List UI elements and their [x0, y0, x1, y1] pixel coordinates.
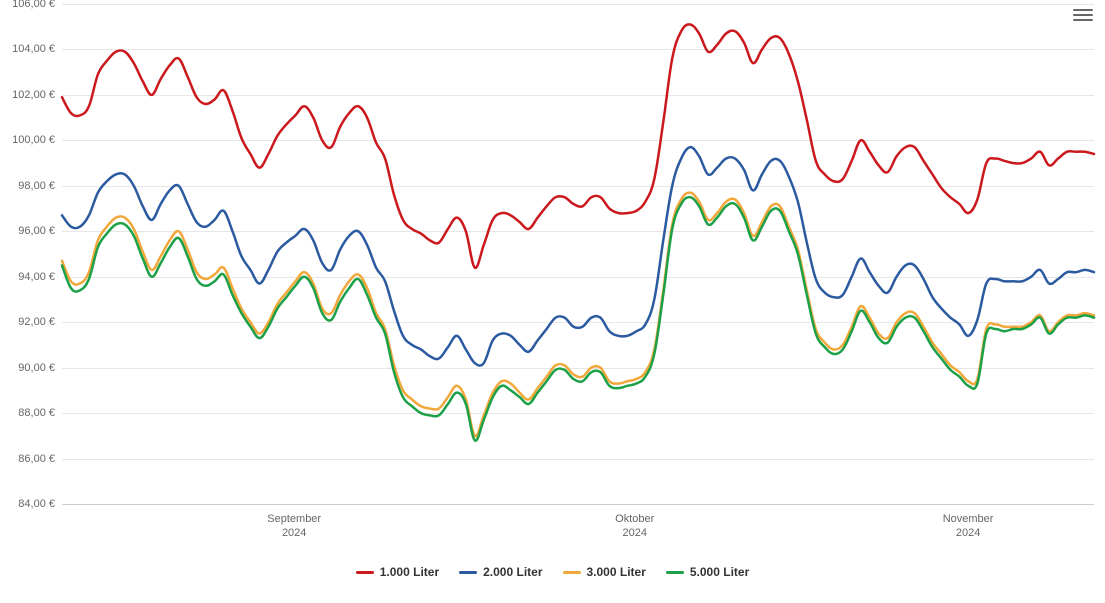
- y-tick-label: 92,00 €: [5, 316, 55, 328]
- series-l5000: [62, 197, 1094, 441]
- y-tick-label: 96,00 €: [5, 225, 55, 237]
- legend: 1.000 Liter 2.000 Liter 3.000 Liter 5.000 L…: [0, 563, 1105, 580]
- legend-label: 5.000 Liter: [690, 565, 749, 579]
- legend-item-l5000[interactable]: 5.000 Liter: [666, 565, 749, 579]
- legend-item-l1000[interactable]: 1.000 Liter: [356, 565, 439, 579]
- y-tick-label: 102,00 €: [5, 89, 55, 101]
- legend-swatch: [356, 571, 374, 574]
- x-tick-label: September 2024: [267, 512, 321, 541]
- y-tick-label: 100,00 €: [5, 134, 55, 146]
- series-l3000: [62, 193, 1094, 437]
- legend-label: 3.000 Liter: [587, 565, 646, 579]
- legend-label: 2.000 Liter: [483, 565, 542, 579]
- legend-swatch: [459, 571, 477, 574]
- y-tick-label: 104,00 €: [5, 43, 55, 55]
- legend-swatch: [666, 571, 684, 574]
- x-tick-label: November 2024: [943, 512, 994, 541]
- legend-swatch: [563, 571, 581, 574]
- y-tick-label: 84,00 €: [5, 498, 55, 510]
- chart-lines: [62, 4, 1094, 504]
- price-chart: 84,00 € 86,00 € 88,00 € 90,00 € 92,00 € 94,00…: [0, 0, 1105, 603]
- x-tick-label: Oktober 2024: [615, 512, 654, 541]
- series-l1000: [62, 24, 1094, 268]
- legend-item-l3000[interactable]: 3.000 Liter: [563, 565, 646, 579]
- y-tick-label: 86,00 €: [5, 453, 55, 465]
- y-tick-label: 94,00 €: [5, 271, 55, 283]
- plot-area: [62, 4, 1094, 504]
- y-tick-label: 90,00 €: [5, 362, 55, 374]
- y-tick-label: 98,00 €: [5, 180, 55, 192]
- legend-item-l2000[interactable]: 2.000 Liter: [459, 565, 542, 579]
- legend-label: 1.000 Liter: [380, 565, 439, 579]
- y-tick-label: 88,00 €: [5, 407, 55, 419]
- y-tick-label: 106,00 €: [5, 0, 55, 10]
- series-l2000: [62, 147, 1094, 365]
- x-axis-line: [62, 504, 1094, 505]
